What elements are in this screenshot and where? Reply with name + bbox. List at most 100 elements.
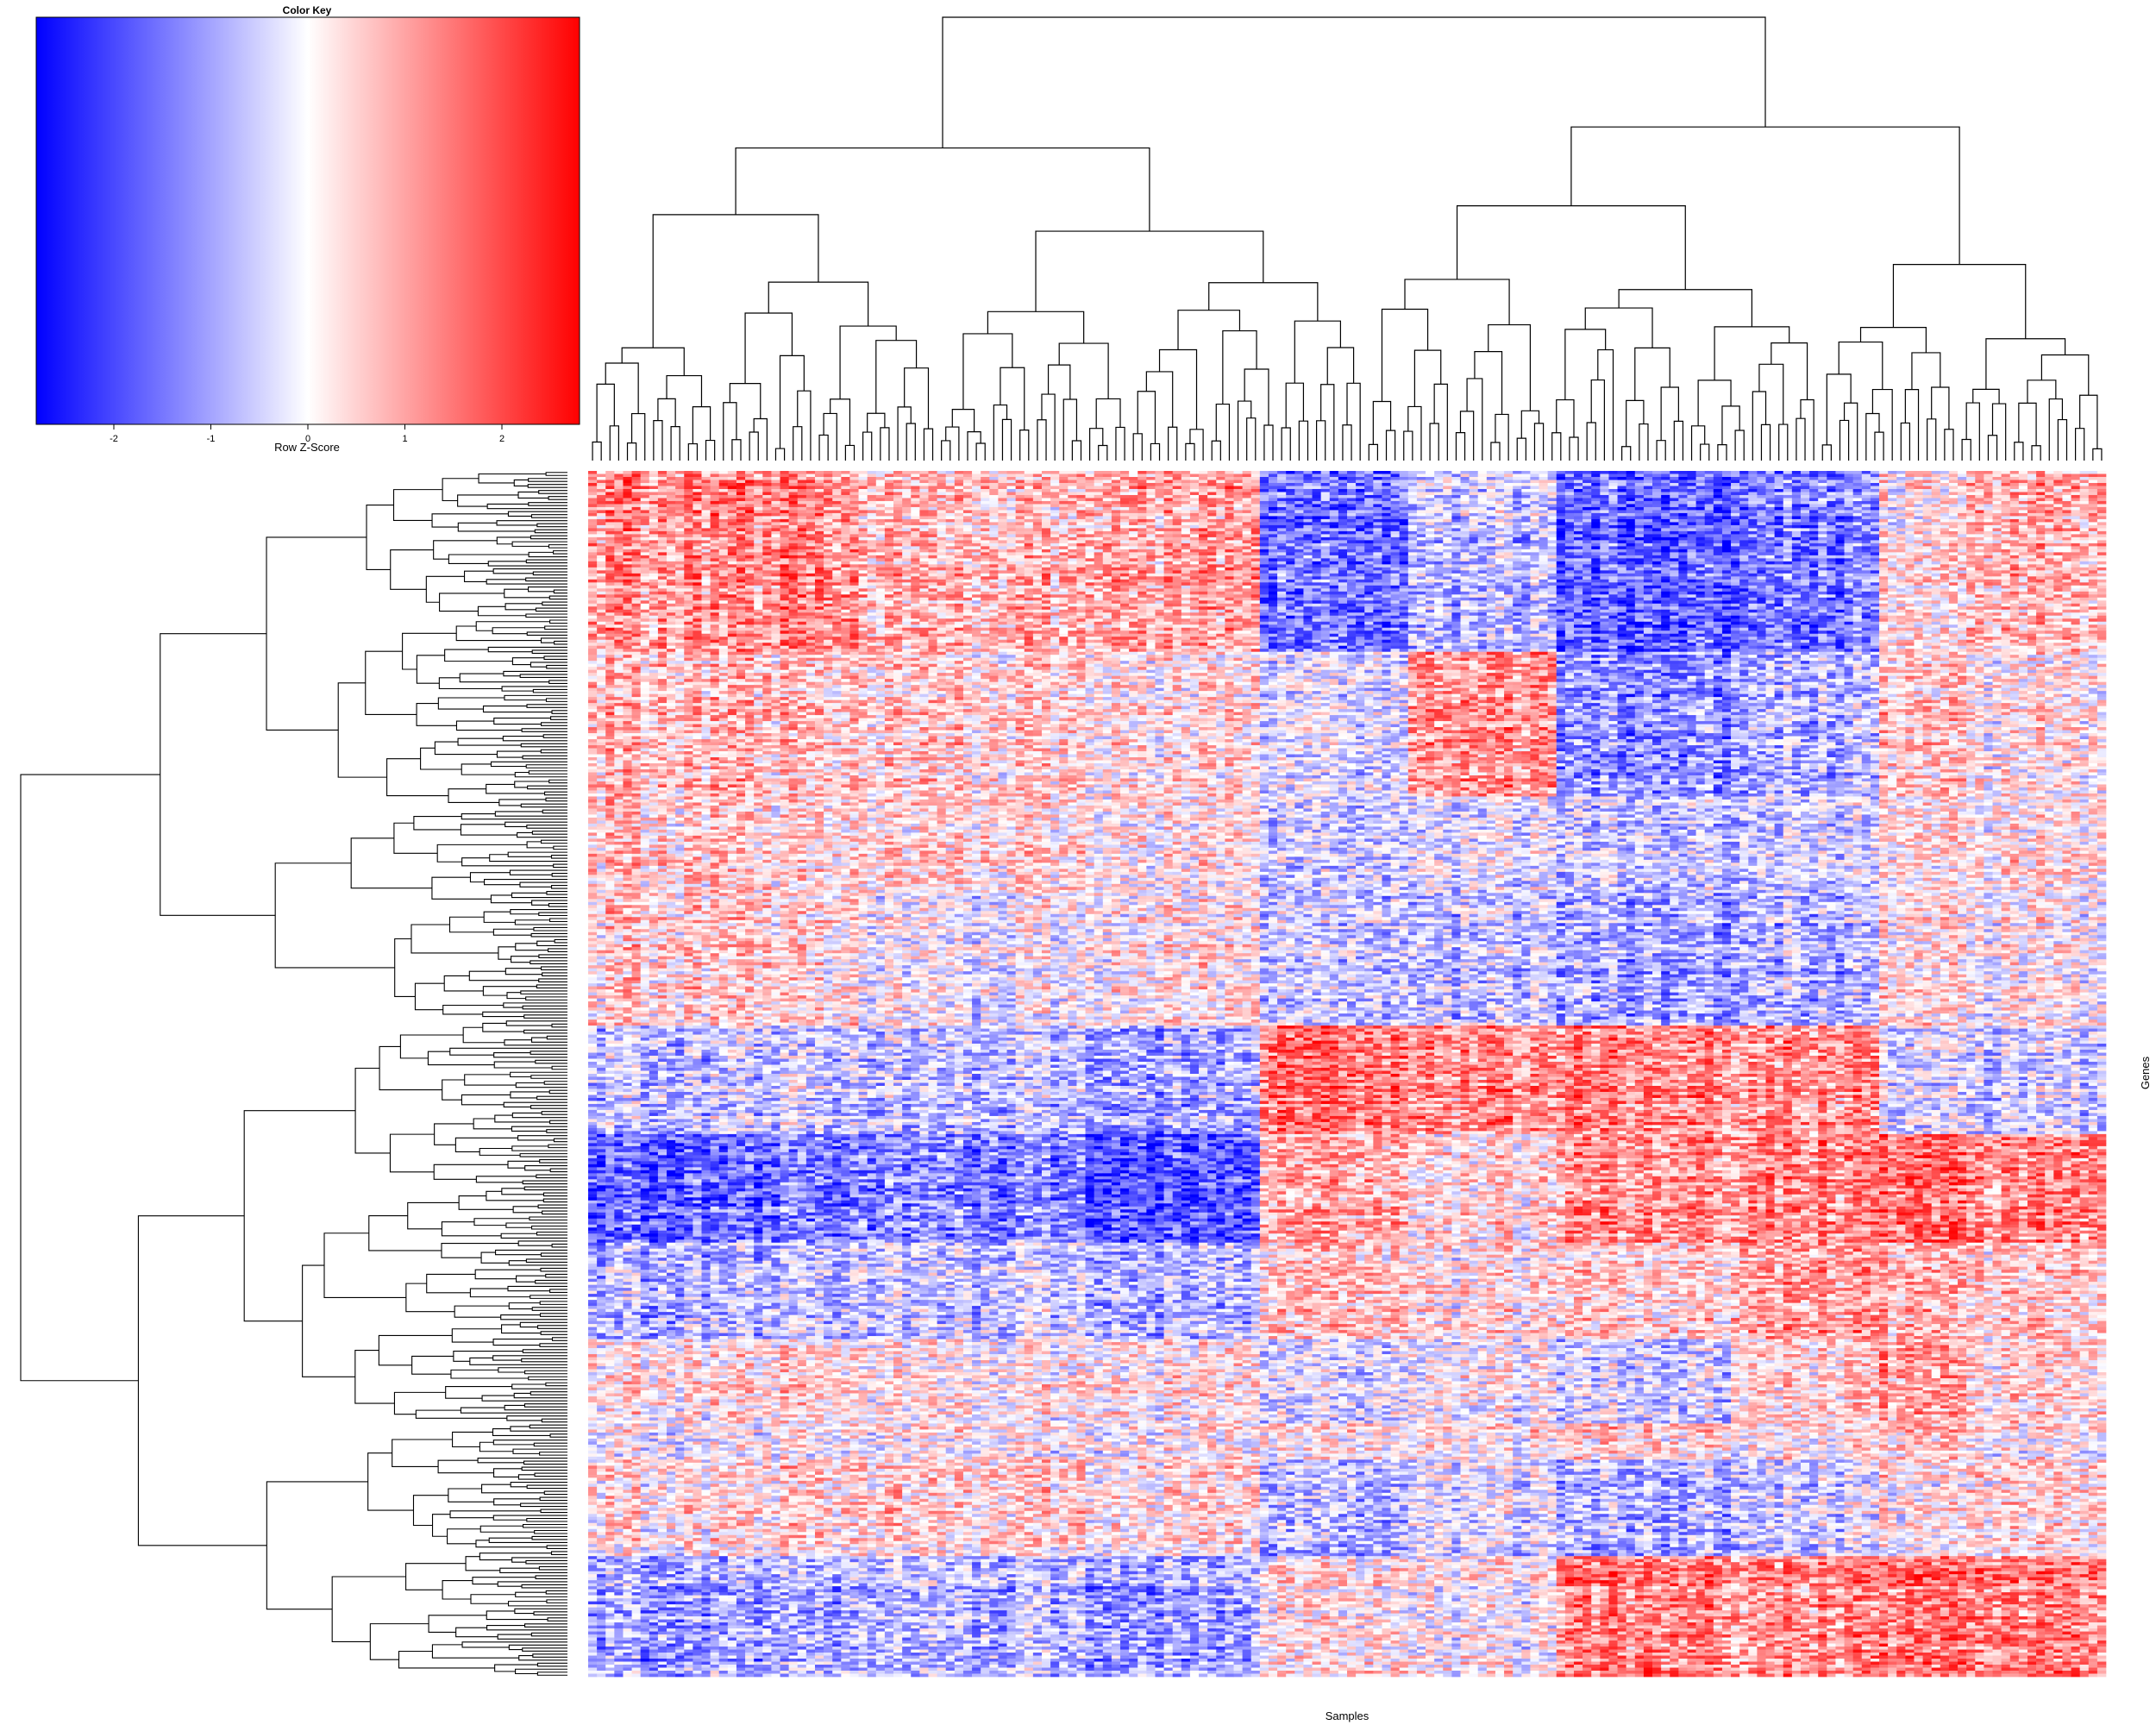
row-dendrogram-branch (554, 1138, 567, 1142)
heatmap-cell (632, 501, 641, 505)
heatmap-cell (1260, 471, 1269, 474)
heatmap-cell (1207, 501, 1216, 505)
heatmap-cell (1243, 483, 1251, 486)
heatmap-cell (1382, 486, 1390, 489)
column-dendrogram-branch (1839, 342, 1883, 390)
heatmap-cell (1530, 474, 1539, 478)
heatmap-cell (780, 486, 789, 489)
heatmap-cell (1138, 489, 1146, 492)
heatmap-cell (623, 471, 631, 474)
row-dendrogram-branch (509, 1602, 567, 1606)
heatmap-cell (1417, 483, 1426, 486)
heatmap-cell (1181, 477, 1190, 480)
column-dendrogram-branch (793, 427, 802, 461)
column-dendrogram-branch (1962, 439, 1971, 461)
heatmap-cell (1635, 492, 1644, 495)
column-dendrogram-branch (798, 391, 811, 461)
heatmap-cell (1059, 477, 1068, 480)
heatmap-cell (1530, 471, 1539, 474)
heatmap-cell (1138, 501, 1146, 505)
row-dendrogram-branch (509, 1261, 567, 1265)
heatmap-cell (1600, 474, 1608, 478)
heatmap-cell (1652, 474, 1661, 478)
color-key-tick-label: 1 (402, 434, 407, 444)
heatmap-cell (824, 477, 832, 480)
heatmap-cell (1330, 495, 1338, 499)
column-dendrogram-branch (1321, 385, 1334, 461)
heatmap-cell (745, 489, 754, 492)
heatmap-cell (1251, 501, 1260, 505)
heatmap-cell (989, 501, 998, 505)
heatmap-cell (1260, 489, 1269, 492)
heatmap-cell (893, 483, 902, 486)
heatmap-cell (2019, 498, 2028, 501)
heatmap-cell (754, 492, 762, 495)
heatmap-cell (1766, 495, 1775, 499)
heatmap-cell (1470, 492, 1478, 495)
column-dendrogram-branch (597, 384, 614, 442)
heatmap-cell (1487, 492, 1495, 495)
heatmap-cell (641, 489, 649, 492)
heatmap-cell (1966, 492, 1975, 495)
heatmap-cell (614, 492, 623, 495)
heatmap-cell (1879, 495, 1888, 499)
heatmap-cell (1460, 498, 1469, 501)
heatmap-cell (736, 498, 745, 501)
heatmap-cell (2089, 489, 2097, 492)
row-dendrogram-branch (523, 1006, 567, 1009)
heatmap-cell (928, 495, 937, 499)
heatmap-cell (675, 474, 684, 478)
heatmap-cell (1451, 477, 1460, 480)
heatmap-cell (1269, 486, 1277, 489)
heatmap-cell (1251, 483, 1260, 486)
heatmap-cell (762, 498, 771, 501)
heatmap-cell (1068, 477, 1076, 480)
heatmap-cell (1687, 498, 1695, 501)
row-dendrogram-branch (445, 649, 513, 662)
heatmap-cell (2053, 483, 2062, 486)
row-dendrogram-branch (494, 718, 551, 724)
heatmap-cell (1949, 486, 1958, 489)
heatmap-cell (841, 477, 849, 480)
heatmap-cell (989, 486, 998, 489)
heatmap-cell (1530, 477, 1539, 480)
row-dendrogram-branch (521, 804, 567, 806)
heatmap-cell (2045, 474, 2053, 478)
heatmap-cell (2062, 480, 2071, 483)
heatmap-cell (1513, 495, 1521, 499)
heatmap-cell (1783, 489, 1792, 492)
heatmap-cell (1478, 483, 1487, 486)
heatmap-cell (1400, 492, 1408, 495)
heatmap-cell (675, 477, 684, 480)
row-dendrogram-branch (540, 1497, 567, 1500)
heatmap-cell (1076, 474, 1085, 478)
heatmap-cell (745, 471, 754, 474)
heatmap-cell (1243, 489, 1251, 492)
heatmap-cell (1600, 498, 1608, 501)
heatmap-cell (989, 495, 998, 499)
heatmap-cell (1417, 501, 1426, 505)
heatmap-cell (1557, 486, 1565, 489)
heatmap-cell (1033, 501, 1042, 505)
heatmap-cell (1775, 483, 1783, 486)
heatmap-cell (1181, 501, 1190, 505)
heatmap-cell (1173, 483, 1181, 486)
column-dendrogram-branch (1036, 231, 1263, 311)
row-dendrogram-branch (442, 1080, 465, 1100)
heatmap-cell (789, 498, 798, 501)
heatmap-cell (1382, 501, 1390, 505)
heatmap-cell (876, 492, 885, 495)
heatmap-cell (1635, 498, 1644, 501)
heatmap-cell (902, 498, 911, 501)
heatmap-cell (1495, 480, 1504, 483)
row-dendrogram-branch (511, 957, 539, 963)
column-dendrogram-branch (1945, 430, 1953, 461)
heatmap-cell (605, 483, 614, 486)
heatmap-cell (1739, 495, 1748, 499)
heatmap-cell (1190, 480, 1199, 483)
row-dendrogram-branch (483, 1012, 567, 1016)
heatmap-cell (2097, 483, 2106, 486)
heatmap-cell (641, 480, 649, 483)
heatmap-cell (1835, 498, 1844, 501)
heatmap-cell (1199, 492, 1207, 495)
